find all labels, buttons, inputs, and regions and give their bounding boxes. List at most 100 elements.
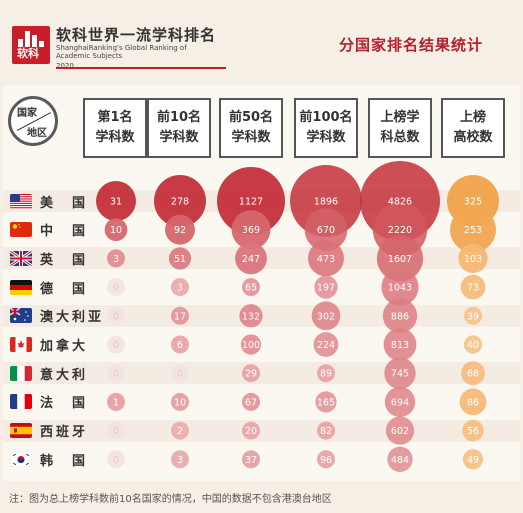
bubble (376, 235, 424, 282)
china-flag-icon (10, 222, 32, 238)
bubble (463, 306, 483, 325)
bubble (317, 421, 335, 440)
bubble (458, 243, 488, 274)
bubble-value-label: 103 (464, 254, 482, 265)
corner-label-top: 国家 (17, 108, 37, 119)
column-header-line: 前10名 (156, 110, 202, 125)
bubble (381, 268, 419, 306)
bubble (240, 334, 262, 355)
bubble (304, 208, 348, 252)
bubble (311, 301, 341, 331)
column-header-line: 学科数 (231, 130, 271, 145)
bubble (171, 421, 189, 440)
bubble-value-label: 2220 (388, 225, 412, 236)
bubble-value-label: 1 (113, 397, 119, 408)
bubble-value-label: 29 (245, 369, 257, 380)
bubble-value-label: 0 (113, 340, 119, 351)
bubble-value-label: 6 (177, 340, 183, 351)
column-header-line: 学科数 (95, 130, 135, 145)
country-label: 韩 国 (10, 448, 88, 470)
bubble-value-label: 10 (174, 397, 186, 408)
france-flag-icon (10, 394, 32, 410)
bubble-value-label: 73 (467, 283, 479, 294)
bubble-value-label: 602 (391, 426, 409, 437)
column-header: 前50名学科数 (219, 98, 283, 158)
bubble-value-label: 473 (317, 254, 335, 265)
bubble (217, 167, 285, 235)
bubble (231, 210, 271, 250)
bubble-value-label: 37 (245, 455, 257, 466)
bubble (384, 386, 416, 418)
bubble (382, 298, 418, 333)
country-label: 法 国 (10, 391, 88, 413)
country-label: 加拿大 (10, 334, 88, 356)
bubble (96, 181, 136, 221)
bubble (171, 335, 189, 354)
bubble-value-label: 132 (242, 311, 260, 322)
bubble-value-label: 1896 (314, 197, 338, 208)
bubble-value-label: 0 (177, 369, 183, 380)
bubble-value-label: 89 (320, 369, 332, 380)
bubble-value-label: 813 (391, 340, 409, 351)
bubble (317, 364, 335, 383)
bubble-value-label: 247 (242, 254, 260, 265)
column-header: 上榜学 科总数 (368, 98, 432, 158)
uk-flag-icon (10, 250, 32, 266)
bubble (242, 421, 260, 440)
column-header: 第1名 学科数 (83, 98, 147, 158)
bubble-value-label: 1043 (388, 283, 412, 294)
bubble (107, 450, 125, 469)
country-name: 意大利 (40, 367, 89, 383)
bubble-value-label: 31 (110, 197, 122, 208)
bubble-value-label: 0 (113, 426, 119, 437)
column-header-line: 前100名 (299, 110, 353, 125)
bubble-value-label: 39 (467, 311, 479, 322)
column-header-line: 学科数 (159, 130, 199, 145)
germany-flag-icon (10, 279, 32, 295)
bubble-value-label: 2 (177, 426, 183, 437)
bubble-value-label: 278 (171, 197, 189, 208)
country-name: 美 国 (40, 195, 89, 211)
bubble-value-label: 56 (467, 426, 479, 437)
bubble-value-label: 68 (467, 369, 479, 380)
country-name: 法 国 (40, 396, 89, 412)
bubble-value-label: 197 (317, 283, 335, 294)
bubble-value-label: 10 (110, 225, 122, 236)
bubble (462, 449, 484, 470)
bubble-value-label: 302 (317, 311, 335, 322)
bubble (385, 416, 415, 445)
brand-title: 软科世界一流学科排名 (56, 26, 217, 44)
bubble (463, 335, 483, 354)
column-header-line: 高校数 (453, 130, 493, 145)
page-title: 分国家排名结果统计 (338, 36, 483, 54)
bubble-value-label: 51 (174, 254, 186, 265)
bubble (383, 328, 417, 361)
bubble (107, 392, 125, 411)
shanghairanking-logo-icon: 软科 (12, 26, 50, 64)
bubble (165, 214, 195, 245)
bubble-value-label: 0 (113, 369, 119, 380)
australia-flag-icon (10, 308, 32, 324)
column-header-line: 前50名 (228, 110, 274, 125)
bubble-value-label: 20 (245, 426, 257, 437)
bubble (313, 332, 339, 357)
country-label: 中 国 (10, 219, 88, 241)
bubble (450, 206, 496, 253)
bubble (107, 421, 125, 440)
bubble (107, 249, 125, 268)
bubble (242, 364, 260, 383)
spain-flag-icon (10, 423, 32, 439)
header: 软科 软科世界一流学科排名 ShanghaiRanking's Global R… (0, 0, 523, 72)
bubble (171, 364, 189, 383)
column-header: 上榜 高校数 (441, 98, 505, 158)
bubble-value-label: 40 (467, 340, 479, 351)
country-name: 中 国 (40, 224, 89, 240)
bubble-value-label: 253 (464, 225, 482, 236)
bubble-value-label: 67 (245, 397, 257, 408)
bubble-value-label: 3 (177, 455, 183, 466)
footnote: 注：图为总上榜学科数前10名国家的情况，中国的数据不包含港澳台地区 (9, 494, 332, 505)
bubble-value-label: 165 (317, 397, 335, 408)
bubble-value-label: 3 (177, 283, 183, 294)
